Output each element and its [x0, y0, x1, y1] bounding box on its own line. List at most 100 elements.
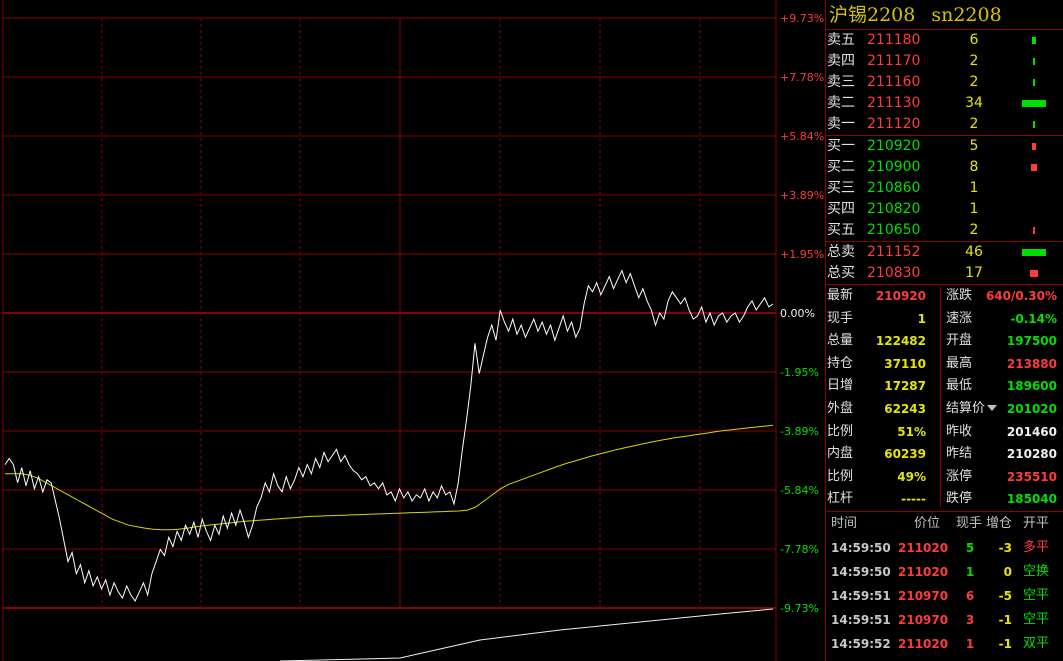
quote-value: 189600: [1006, 379, 1057, 394]
level-price: 210650: [867, 222, 921, 238]
quote-value: 197500: [1006, 334, 1057, 349]
intraday-chart[interactable]: +9.73% +7.78% +5.84% +3.89% +1.95% 0.00% -1.95…: [0, 0, 825, 661]
tick-price: 211020: [898, 636, 949, 651]
ticks-header-oi: 增仓: [986, 515, 1013, 531]
quote-label: 昨结: [946, 446, 973, 462]
quote-label: 跌停: [946, 491, 973, 507]
quote-table: 最新 210920 涨跌 640/0.30% 现手 1 速涨 -0.14% 总量 122482 开盘…: [826, 285, 1063, 511]
bid-level[interactable]: 买四 210820 1: [826, 199, 1063, 220]
tick-hand: 1: [965, 564, 975, 579]
quote-row: 比例 49% 涨停 235510: [826, 466, 1063, 489]
level-volume-bar: [1022, 100, 1046, 107]
y-axis-label: -9.73%: [780, 602, 819, 615]
quote-label: 日增: [827, 378, 854, 394]
quote-value: 210920: [875, 289, 926, 303]
contract-title: 沪锡2208 sn2208: [826, 0, 1063, 30]
bid-level[interactable]: 买三 210860 1: [826, 178, 1063, 199]
tick-hand: 6: [965, 588, 975, 603]
level-price: 210920: [867, 138, 921, 154]
bid-levels: 买一 210920 5 买二 210900 8 买三 210860 1 买四 210820 1 买五 21…: [826, 136, 1063, 241]
quote-value: 51%: [897, 424, 926, 439]
level-label: 买五: [827, 222, 855, 238]
tick-time: 14:59:51: [831, 588, 891, 603]
quote-label: 内盘: [827, 446, 854, 462]
tick-oi: -3: [998, 540, 1012, 555]
y-axis-label: +3.89%: [780, 189, 824, 202]
level-label: 买一: [827, 138, 855, 154]
ticks-header-price: 价位: [914, 515, 941, 531]
tick-oi: -1: [998, 636, 1012, 651]
level-label: 卖一: [827, 116, 855, 132]
quote-value: 210280: [1006, 447, 1057, 462]
quote-value: 49%: [897, 469, 926, 484]
quote-label: 涨停: [946, 468, 973, 484]
level-volume: 46: [965, 244, 983, 260]
tick-row[interactable]: 14:59:52 211020 1 -1 双平: [826, 632, 1063, 656]
level-price: 210820: [867, 201, 921, 217]
level-volume: 5: [969, 138, 979, 154]
avg-price-line: [5, 424, 774, 531]
quote-row: 比例 51% 昨收 201460: [826, 421, 1063, 444]
quote-value: -0.14%: [1010, 311, 1057, 326]
quote-label: 最低: [946, 378, 973, 394]
ask-level[interactable]: 卖三 211160 2: [826, 72, 1063, 93]
order-totals: 总卖 211152 46 总买 210830 17: [826, 242, 1063, 284]
tick-hand: 1: [965, 636, 975, 651]
y-axis-labels: +9.73% +7.78% +5.84% +3.89% +1.95% 0.00% -1.95…: [780, 12, 824, 615]
tick-type: 空平: [1023, 587, 1050, 603]
tick-row[interactable]: 14:59:50 211020 1 0 空换: [826, 560, 1063, 584]
ticks-header-time: 时间: [831, 515, 858, 531]
caret-down-icon[interactable]: [987, 405, 998, 412]
ticks-header-hand: 现手: [956, 515, 983, 531]
contract-name: 沪锡2208: [829, 4, 916, 26]
y-axis-label: +7.78%: [780, 71, 824, 84]
quote-value: 1: [917, 311, 926, 326]
level-label: 买二: [827, 159, 855, 175]
tick-oi: -1: [998, 612, 1012, 627]
level-volume: 1: [969, 180, 979, 196]
level-label: 卖四: [827, 53, 855, 69]
bid-level[interactable]: 买二 210900 8: [826, 157, 1063, 178]
open-interest-line: [279, 608, 774, 661]
quote-value: 122482: [875, 334, 926, 349]
bid-level[interactable]: 买五 210650 2: [826, 220, 1063, 241]
level-label: 卖二: [827, 95, 855, 111]
ask-level[interactable]: 卖二 211130 34: [826, 93, 1063, 114]
tick-hand: 3: [965, 612, 975, 627]
level-volume-bar: [1031, 37, 1037, 44]
level-price: 211170: [867, 53, 921, 69]
level-volume: 2: [969, 53, 979, 69]
level-volume: 2: [969, 74, 979, 90]
ask-level[interactable]: 卖一 211120 2: [826, 114, 1063, 135]
tick-price: 211020: [898, 564, 949, 579]
tick-hand: 5: [965, 540, 975, 555]
order-total[interactable]: 总买 210830 17: [826, 263, 1063, 284]
ask-level[interactable]: 卖五 211180 6: [826, 30, 1063, 51]
level-price: 211160: [867, 74, 921, 90]
tick-time: 14:59:51: [831, 612, 891, 627]
level-label: 总买: [827, 265, 855, 281]
level-volume-bar: [1029, 270, 1039, 277]
tick-row[interactable]: 14:59:51 210970 6 -5 空平: [826, 584, 1063, 608]
quote-row: 总量 122482 开盘 197500: [826, 330, 1063, 353]
level-price: 210860: [867, 180, 921, 196]
quote-value: 62243: [884, 401, 926, 416]
tick-row[interactable]: 14:59:51 210970 3 -1 空平: [826, 608, 1063, 632]
level-price: 211180: [867, 32, 921, 48]
tick-price: 210970: [898, 588, 949, 603]
tick-price: 210970: [898, 612, 949, 627]
bid-level[interactable]: 买一 210920 5: [826, 136, 1063, 157]
quote-label: 最高: [946, 355, 973, 371]
order-total[interactable]: 总卖 211152 46: [826, 242, 1063, 263]
level-label: 卖三: [827, 74, 855, 90]
tick-row[interactable]: 14:59:50 211020 5 -3 多平: [826, 536, 1063, 560]
quote-panel: 沪锡2208 sn2208 卖五 211180 6 卖四 211170 2 卖三 211160 2…: [825, 0, 1063, 661]
level-price: 210830: [867, 265, 921, 281]
level-volume-bar: [1022, 249, 1046, 256]
level-price: 211120: [867, 116, 921, 132]
tick-type: 空平: [1023, 611, 1050, 627]
tick-oi: -5: [998, 588, 1012, 603]
ticks-header: 时间 价位 现手 增仓 开平: [826, 510, 1063, 536]
ask-level[interactable]: 卖四 211170 2: [826, 51, 1063, 72]
level-volume: 1: [969, 201, 979, 217]
